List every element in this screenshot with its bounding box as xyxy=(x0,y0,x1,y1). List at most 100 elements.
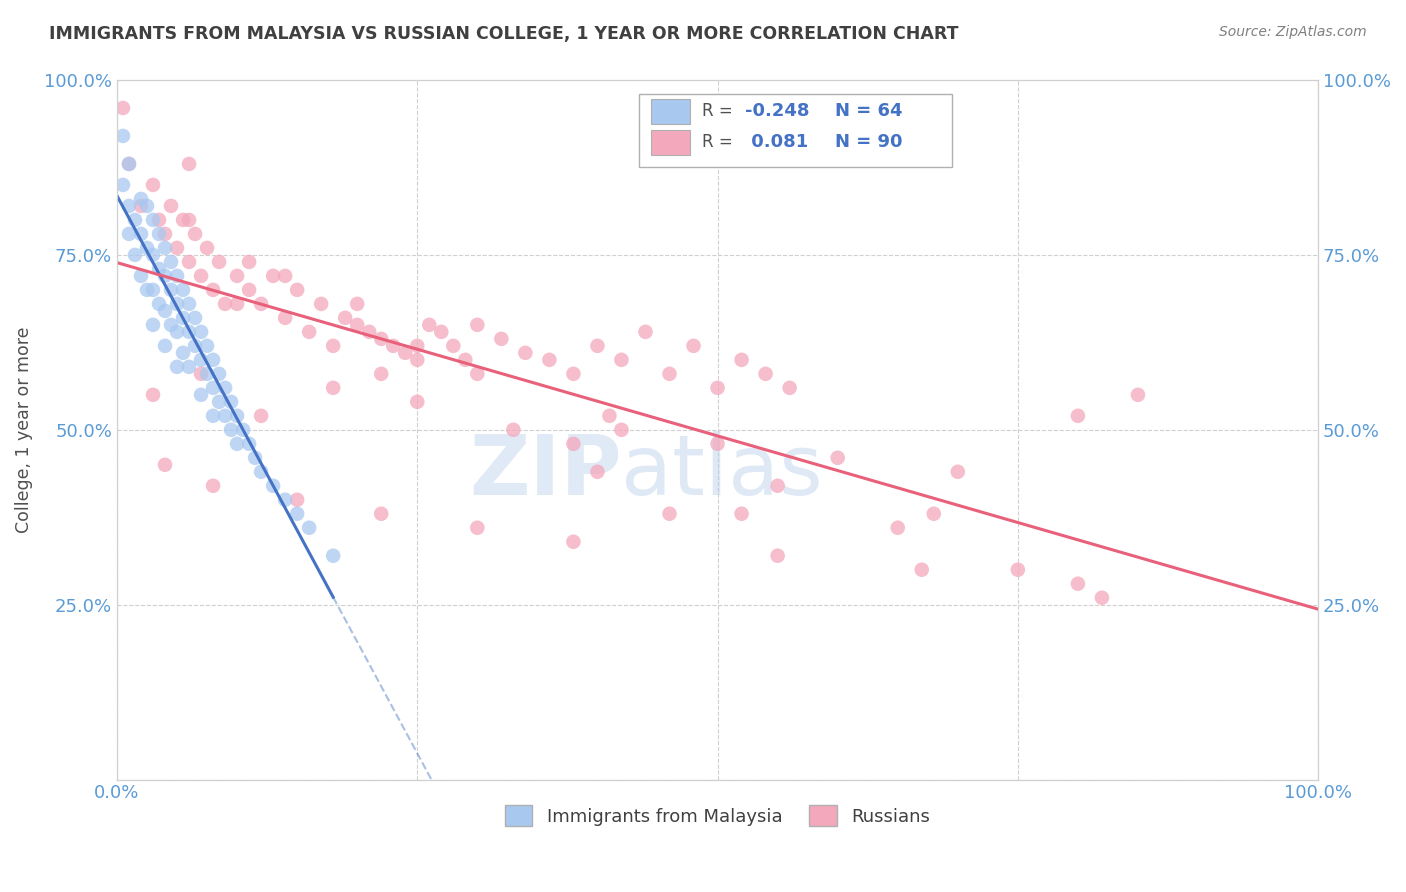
Point xyxy=(586,465,609,479)
Point xyxy=(214,297,236,311)
Point xyxy=(886,521,908,535)
Point xyxy=(202,352,225,367)
Point xyxy=(274,310,297,325)
Point xyxy=(160,199,183,213)
Point xyxy=(202,381,225,395)
Point xyxy=(658,507,681,521)
Point xyxy=(922,507,945,521)
Point xyxy=(465,318,488,332)
FancyBboxPatch shape xyxy=(651,129,690,155)
Point xyxy=(153,227,176,241)
Point xyxy=(250,465,273,479)
Point xyxy=(706,437,728,451)
Point xyxy=(1067,576,1090,591)
Point xyxy=(382,339,405,353)
Point xyxy=(190,325,212,339)
Point xyxy=(129,268,152,283)
Point xyxy=(322,339,344,353)
Point xyxy=(166,241,188,255)
FancyBboxPatch shape xyxy=(651,99,690,124)
Point xyxy=(274,268,297,283)
Point xyxy=(346,297,368,311)
Point xyxy=(142,388,165,402)
Point xyxy=(148,297,170,311)
Point xyxy=(779,381,801,395)
Point xyxy=(136,241,159,255)
Text: N = 64: N = 64 xyxy=(835,103,903,120)
Point xyxy=(195,339,218,353)
Text: IMMIGRANTS FROM MALAYSIA VS RUSSIAN COLLEGE, 1 YEAR OR MORE CORRELATION CHART: IMMIGRANTS FROM MALAYSIA VS RUSSIAN COLL… xyxy=(49,25,959,43)
Point xyxy=(142,318,165,332)
Point xyxy=(226,297,249,311)
Point xyxy=(148,227,170,241)
Point xyxy=(148,213,170,227)
Point xyxy=(166,297,188,311)
Point xyxy=(491,332,513,346)
Point xyxy=(515,346,537,360)
Point xyxy=(634,325,657,339)
Point xyxy=(177,297,200,311)
Point xyxy=(195,241,218,255)
Point xyxy=(118,227,141,241)
Point xyxy=(153,458,176,472)
Text: Source: ZipAtlas.com: Source: ZipAtlas.com xyxy=(1219,25,1367,39)
Legend: Immigrants from Malaysia, Russians: Immigrants from Malaysia, Russians xyxy=(498,798,936,833)
Point xyxy=(118,157,141,171)
Point xyxy=(322,549,344,563)
Point xyxy=(195,367,218,381)
Text: -0.248: -0.248 xyxy=(745,103,810,120)
Point xyxy=(190,367,212,381)
Point xyxy=(118,157,141,171)
Point xyxy=(129,192,152,206)
Point xyxy=(208,255,231,269)
Point xyxy=(430,325,453,339)
Point xyxy=(153,339,176,353)
Text: R =: R = xyxy=(702,103,738,120)
Text: N = 90: N = 90 xyxy=(835,133,903,152)
Point xyxy=(406,339,429,353)
Point xyxy=(177,213,200,227)
Point xyxy=(177,255,200,269)
FancyBboxPatch shape xyxy=(640,94,952,168)
Point xyxy=(142,213,165,227)
Point xyxy=(166,268,188,283)
Point xyxy=(298,325,321,339)
Point xyxy=(226,437,249,451)
Point xyxy=(454,352,477,367)
Point xyxy=(111,178,134,192)
Point xyxy=(658,367,681,381)
Point xyxy=(598,409,620,423)
Point xyxy=(946,465,969,479)
Point xyxy=(238,437,260,451)
Point xyxy=(243,450,266,465)
Point xyxy=(274,492,297,507)
Point xyxy=(226,409,249,423)
Point xyxy=(208,394,231,409)
Point xyxy=(441,339,464,353)
Point xyxy=(755,367,778,381)
Point xyxy=(285,492,308,507)
Point xyxy=(232,423,254,437)
Point xyxy=(465,521,488,535)
Point xyxy=(322,381,344,395)
Point xyxy=(129,227,152,241)
Point xyxy=(359,325,381,339)
Point xyxy=(562,367,585,381)
Point xyxy=(406,352,429,367)
Text: 0.081: 0.081 xyxy=(745,133,808,152)
Y-axis label: College, 1 year or more: College, 1 year or more xyxy=(15,326,32,533)
Point xyxy=(226,268,249,283)
Point xyxy=(562,534,585,549)
Point xyxy=(160,255,183,269)
Point xyxy=(202,479,225,493)
Point xyxy=(148,261,170,276)
Point xyxy=(214,409,236,423)
Point xyxy=(335,310,357,325)
Point xyxy=(766,479,789,493)
Point xyxy=(124,248,146,262)
Point xyxy=(1067,409,1090,423)
Text: atlas: atlas xyxy=(621,431,823,512)
Point xyxy=(172,346,194,360)
Point xyxy=(136,283,159,297)
Point xyxy=(202,409,225,423)
